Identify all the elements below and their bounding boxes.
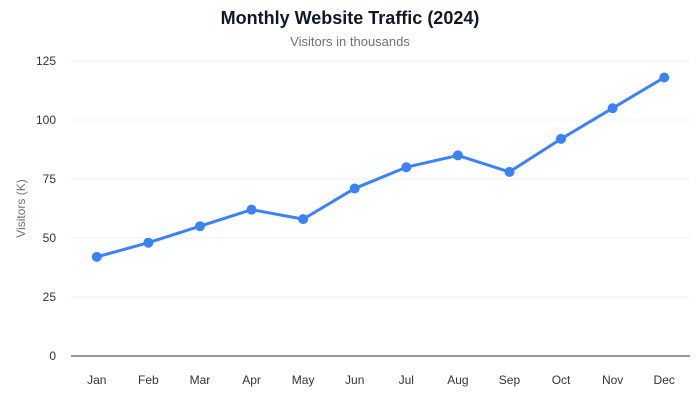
y-tick-label: 25	[43, 290, 57, 304]
x-tick-label: Oct	[552, 373, 571, 387]
data-point	[143, 237, 154, 248]
x-tick-label: Dec	[654, 373, 675, 387]
y-tick-label: 125	[36, 54, 56, 68]
data-point	[659, 72, 670, 83]
data-point	[349, 183, 360, 194]
x-tick-label: Jul	[399, 373, 414, 387]
x-tick-label: Jun	[345, 373, 364, 387]
x-tick-label: Jan	[87, 373, 106, 387]
x-tick-label: Nov	[602, 373, 623, 387]
data-point	[504, 166, 515, 177]
x-tick-label: May	[292, 373, 315, 387]
x-tick-label: Feb	[138, 373, 159, 387]
y-tick-label: 75	[43, 172, 57, 186]
data-point	[556, 133, 567, 144]
data-point	[246, 204, 257, 215]
series-line	[96, 76, 665, 259]
data-point	[194, 221, 205, 232]
data-point	[452, 150, 463, 161]
x-tick-label: Aug	[447, 373, 468, 387]
chart-title: Monthly Website Traffic (2024)	[220, 8, 480, 28]
y-tick-label: 100	[36, 113, 56, 127]
x-tick-label: Apr	[242, 373, 261, 387]
y-tick-label: 50	[43, 231, 57, 245]
y-axis-label: Visitors (K)	[14, 179, 28, 237]
x-tick-label: Sep	[499, 373, 521, 387]
data-point	[298, 214, 309, 225]
chart-subtitle: Visitors in thousands	[290, 34, 410, 49]
x-tick-label: Mar	[190, 373, 211, 387]
data-point	[607, 103, 618, 114]
y-tick-label: 0	[49, 349, 56, 363]
data-point	[91, 251, 102, 262]
data-point	[401, 162, 412, 173]
